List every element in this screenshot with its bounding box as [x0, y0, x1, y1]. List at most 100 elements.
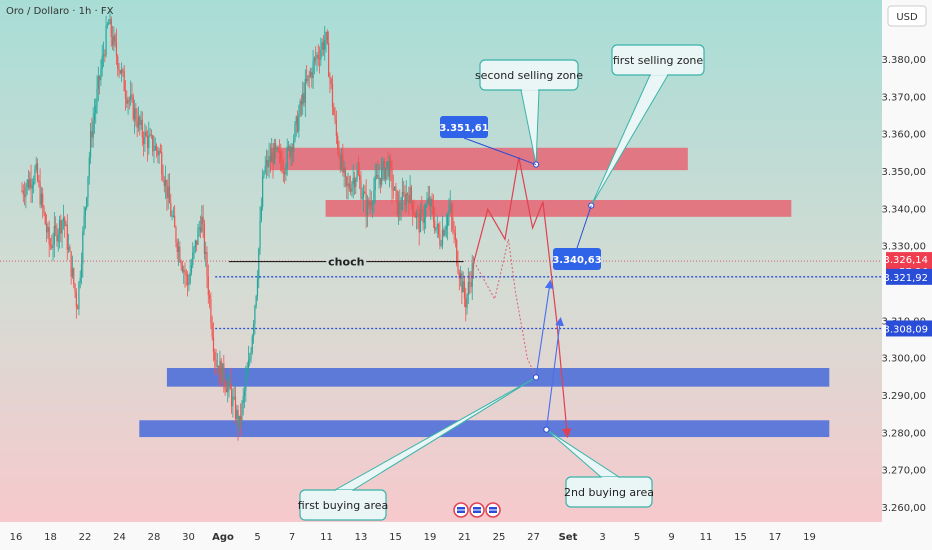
- candle-body: [335, 120, 337, 137]
- candle-body: [109, 19, 111, 24]
- candle-body: [317, 54, 319, 59]
- candle-body: [93, 113, 96, 121]
- candle-body: [372, 203, 374, 205]
- price-badge[interactable]: [440, 116, 488, 138]
- candle-body: [465, 298, 467, 308]
- candle-body: [216, 365, 218, 367]
- currency-selector[interactable]: [887, 5, 927, 27]
- candle-body: [40, 193, 43, 205]
- candle-body: [374, 175, 376, 190]
- y-tick-label: 3.280,00: [881, 428, 926, 439]
- candle-body: [58, 219, 61, 235]
- level-tag-label: 3.308,09: [883, 324, 928, 335]
- level-tag: [886, 268, 932, 285]
- candle-body: [369, 202, 371, 206]
- choch-label-bg: [326, 252, 367, 269]
- candle-body: [426, 202, 428, 207]
- candle-body: [307, 75, 309, 81]
- callout-anchor: [532, 161, 540, 168]
- candle-body: [382, 160, 384, 168]
- candle-body: [463, 281, 466, 299]
- candle-body: [408, 195, 410, 204]
- level-tag: [886, 320, 932, 337]
- x-tick-label: 15: [734, 532, 747, 543]
- candle-body: [75, 292, 77, 307]
- candle-body: [99, 76, 101, 81]
- candle-body: [271, 152, 273, 162]
- candle-body: [300, 100, 303, 105]
- candle-body: [190, 265, 193, 273]
- candle-body: [128, 100, 130, 102]
- y-tick-label: 3.260,00: [881, 503, 926, 514]
- candle-body: [221, 363, 224, 383]
- candle-body: [387, 161, 389, 177]
- candle-body: [441, 229, 444, 245]
- candle-body: [168, 186, 171, 204]
- price-badge[interactable]: [553, 248, 601, 270]
- y-tick-label: 3.350,00: [881, 167, 926, 178]
- candle-body: [29, 178, 31, 188]
- selling-zone-1[interactable]: [270, 147, 688, 171]
- candle-body: [185, 274, 187, 276]
- candle-body: [346, 176, 348, 186]
- candle-body: [84, 207, 86, 216]
- candle-body: [39, 182, 41, 205]
- candle-body: [171, 215, 173, 217]
- candle-body: [25, 187, 27, 197]
- candle-body: [66, 224, 68, 250]
- candle-body: [139, 116, 141, 125]
- candle-body: [187, 274, 189, 285]
- candle-body: [326, 31, 328, 44]
- candle-body: [27, 180, 30, 188]
- candle-body: [258, 248, 260, 280]
- x-tick-label: 28: [148, 532, 161, 543]
- x-tick-label: 11: [700, 532, 713, 543]
- selling-zone-2[interactable]: [325, 200, 792, 217]
- badge-connector: [576, 205, 592, 249]
- x-tick-label: 16: [10, 532, 23, 543]
- x-tick-label: 7: [289, 532, 295, 543]
- candle-body: [255, 295, 257, 307]
- candle-body: [428, 197, 431, 207]
- buying-zone-3[interactable]: [166, 368, 830, 387]
- candle-body: [286, 146, 288, 169]
- candle-body: [184, 270, 186, 275]
- candle-body: [289, 146, 291, 157]
- candle-body: [404, 193, 406, 205]
- candle-body: [304, 78, 306, 103]
- callout-anchor: [543, 426, 550, 433]
- candle-body: [232, 396, 234, 407]
- candle-body: [412, 201, 414, 214]
- candle-body: [432, 206, 435, 221]
- candle-body: [111, 36, 114, 46]
- candle-body: [366, 200, 369, 216]
- candle-body: [334, 114, 336, 121]
- candle-body: [325, 31, 327, 41]
- x-tick-label: 19: [803, 532, 816, 543]
- candle-body: [162, 173, 164, 181]
- candle-body: [23, 194, 26, 197]
- candle-body: [21, 190, 23, 192]
- candle-body: [132, 96, 134, 120]
- y-tick-label: 3.370,00: [881, 92, 926, 103]
- candle-body: [243, 390, 246, 397]
- candle-body: [215, 359, 217, 367]
- candle-body: [88, 157, 90, 177]
- candle-body: [198, 227, 200, 229]
- price-badge-label: 3.351,61: [439, 123, 488, 134]
- x-tick-label: 11: [320, 532, 333, 543]
- candle-body: [77, 306, 79, 310]
- candle-body: [274, 142, 277, 149]
- candle-body: [415, 213, 418, 218]
- candle-body: [453, 229, 455, 233]
- candle-body: [340, 154, 343, 169]
- candle-body: [272, 152, 274, 164]
- candle-body: [450, 204, 453, 218]
- candle-body: [234, 396, 237, 420]
- buying-zone-4[interactable]: [139, 420, 830, 438]
- candle-body: [445, 226, 447, 230]
- candle-body: [379, 177, 381, 185]
- candle-body: [467, 282, 469, 295]
- candle-body: [48, 227, 50, 245]
